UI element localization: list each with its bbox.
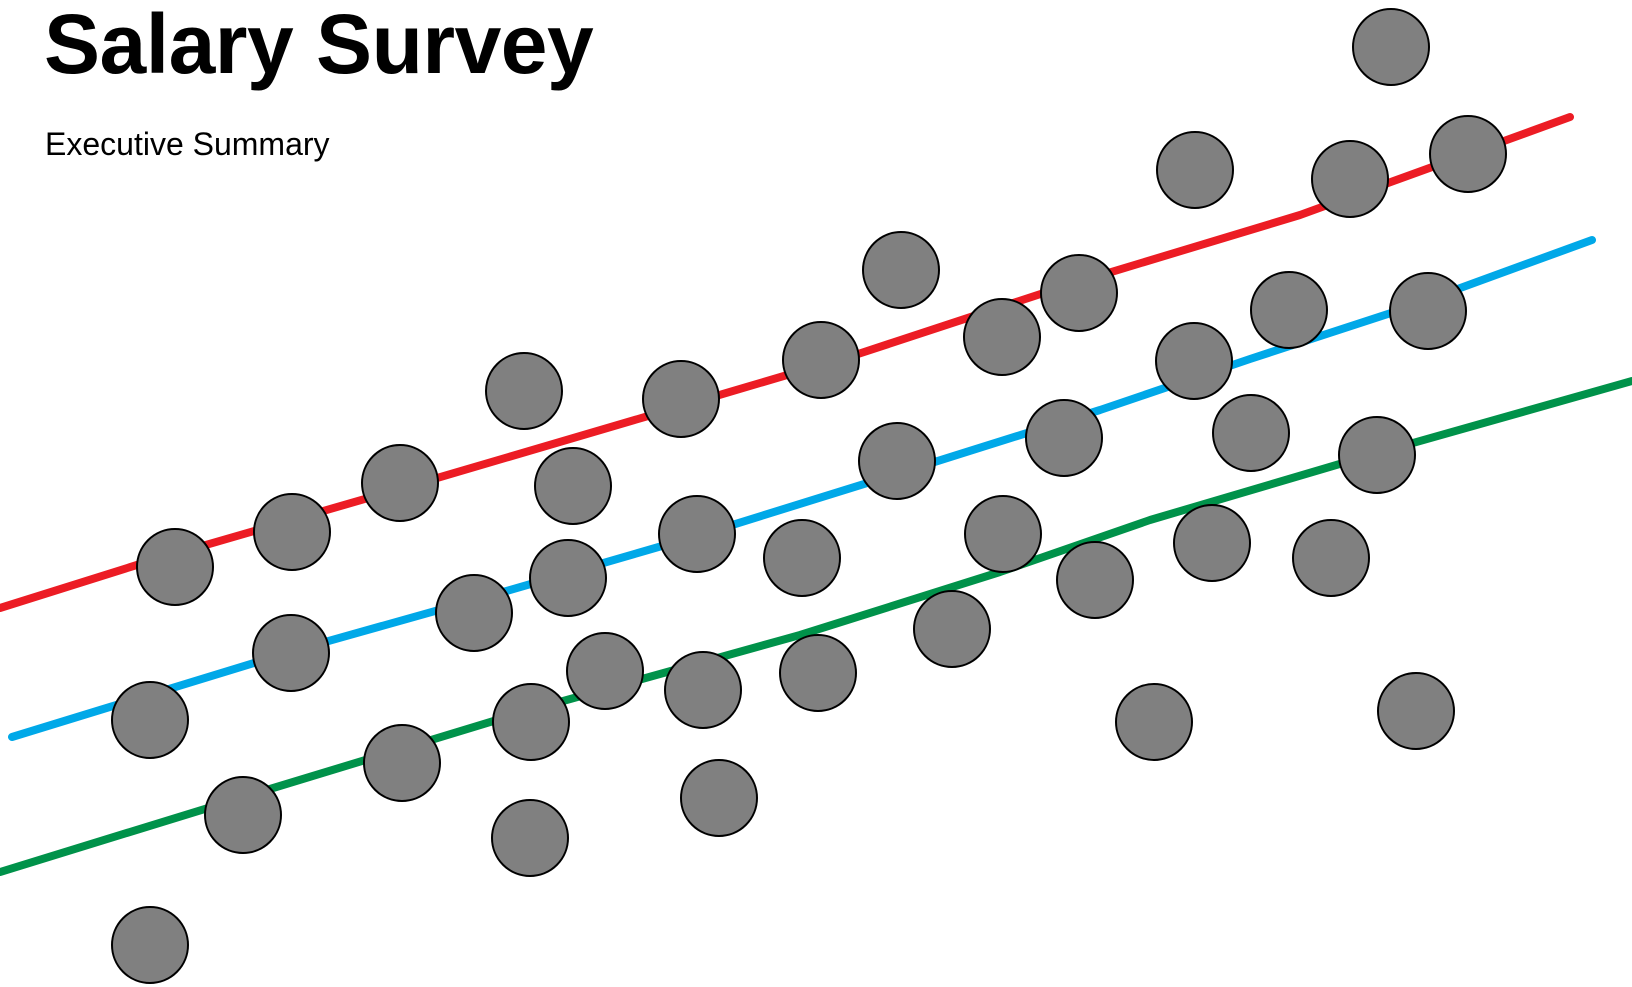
green-trend-line xyxy=(0,377,1632,876)
gray-dot xyxy=(1040,254,1118,332)
gray-dot xyxy=(1025,399,1103,477)
gray-dot xyxy=(1115,683,1193,761)
gray-dot xyxy=(136,528,214,606)
gray-dot xyxy=(658,495,736,573)
gray-dot xyxy=(964,495,1042,573)
page-title: Salary Survey xyxy=(44,0,594,91)
gray-dot xyxy=(680,759,758,837)
gray-dot xyxy=(529,539,607,617)
gray-dot xyxy=(1352,8,1430,86)
gray-dot xyxy=(204,776,282,854)
gray-dot xyxy=(111,681,189,759)
gray-dot xyxy=(361,444,439,522)
gray-dot xyxy=(111,906,189,984)
gray-dot xyxy=(1429,115,1507,193)
gray-dot xyxy=(913,590,991,668)
gray-dot xyxy=(858,422,936,500)
gray-dot xyxy=(1056,541,1134,619)
gray-dot xyxy=(252,614,330,692)
gray-dot xyxy=(491,799,569,877)
gray-dot xyxy=(1311,140,1389,218)
gray-dot xyxy=(862,231,940,309)
gray-dot xyxy=(779,634,857,712)
scatter-dots xyxy=(111,8,1507,984)
gray-dot xyxy=(1250,271,1328,349)
gray-dot xyxy=(1377,672,1455,750)
gray-dot xyxy=(664,651,742,729)
blue-trend-line xyxy=(8,236,1596,741)
gray-dot xyxy=(642,360,720,438)
gray-dot xyxy=(763,519,841,597)
gray-dot xyxy=(363,724,441,802)
gray-dot xyxy=(963,298,1041,376)
gray-dot xyxy=(1338,416,1416,494)
gray-dot xyxy=(566,632,644,710)
gray-dot xyxy=(534,447,612,525)
gray-dot xyxy=(1155,322,1233,400)
gray-dot xyxy=(1173,504,1251,582)
gray-dot xyxy=(435,574,513,652)
trend-lines xyxy=(0,113,1632,876)
gray-dot xyxy=(1212,394,1290,472)
gray-dot xyxy=(485,352,563,430)
page-subtitle: Executive Summary xyxy=(45,126,330,162)
gray-dot xyxy=(782,321,860,399)
gray-dot xyxy=(253,493,331,571)
gray-dot xyxy=(1156,131,1234,209)
gray-dot xyxy=(1292,519,1370,597)
gray-dot xyxy=(492,683,570,761)
gray-dot xyxy=(1389,272,1467,350)
